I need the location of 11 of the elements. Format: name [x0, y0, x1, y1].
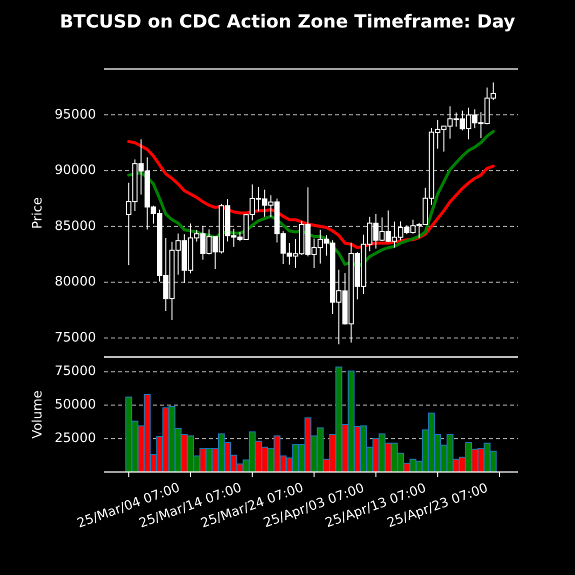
y-tick-label: 75000 — [54, 364, 96, 380]
y-tick-label: 75000 — [54, 330, 96, 346]
y-axis-title: Price — [30, 197, 46, 229]
y-tick-label: 95000 — [54, 107, 96, 122]
y-tick-label: 80000 — [54, 274, 96, 290]
y-tick-label: 50000 — [54, 398, 96, 413]
y-tick-label: 85000 — [54, 218, 96, 234]
y-tick-label: 90000 — [54, 163, 96, 178]
y-axis-title: Volume — [30, 390, 46, 439]
y-tick-label: 25000 — [54, 431, 96, 446]
chart-title: BTCUSD on CDC Action Zone Timeframe: Day — [60, 12, 516, 32]
